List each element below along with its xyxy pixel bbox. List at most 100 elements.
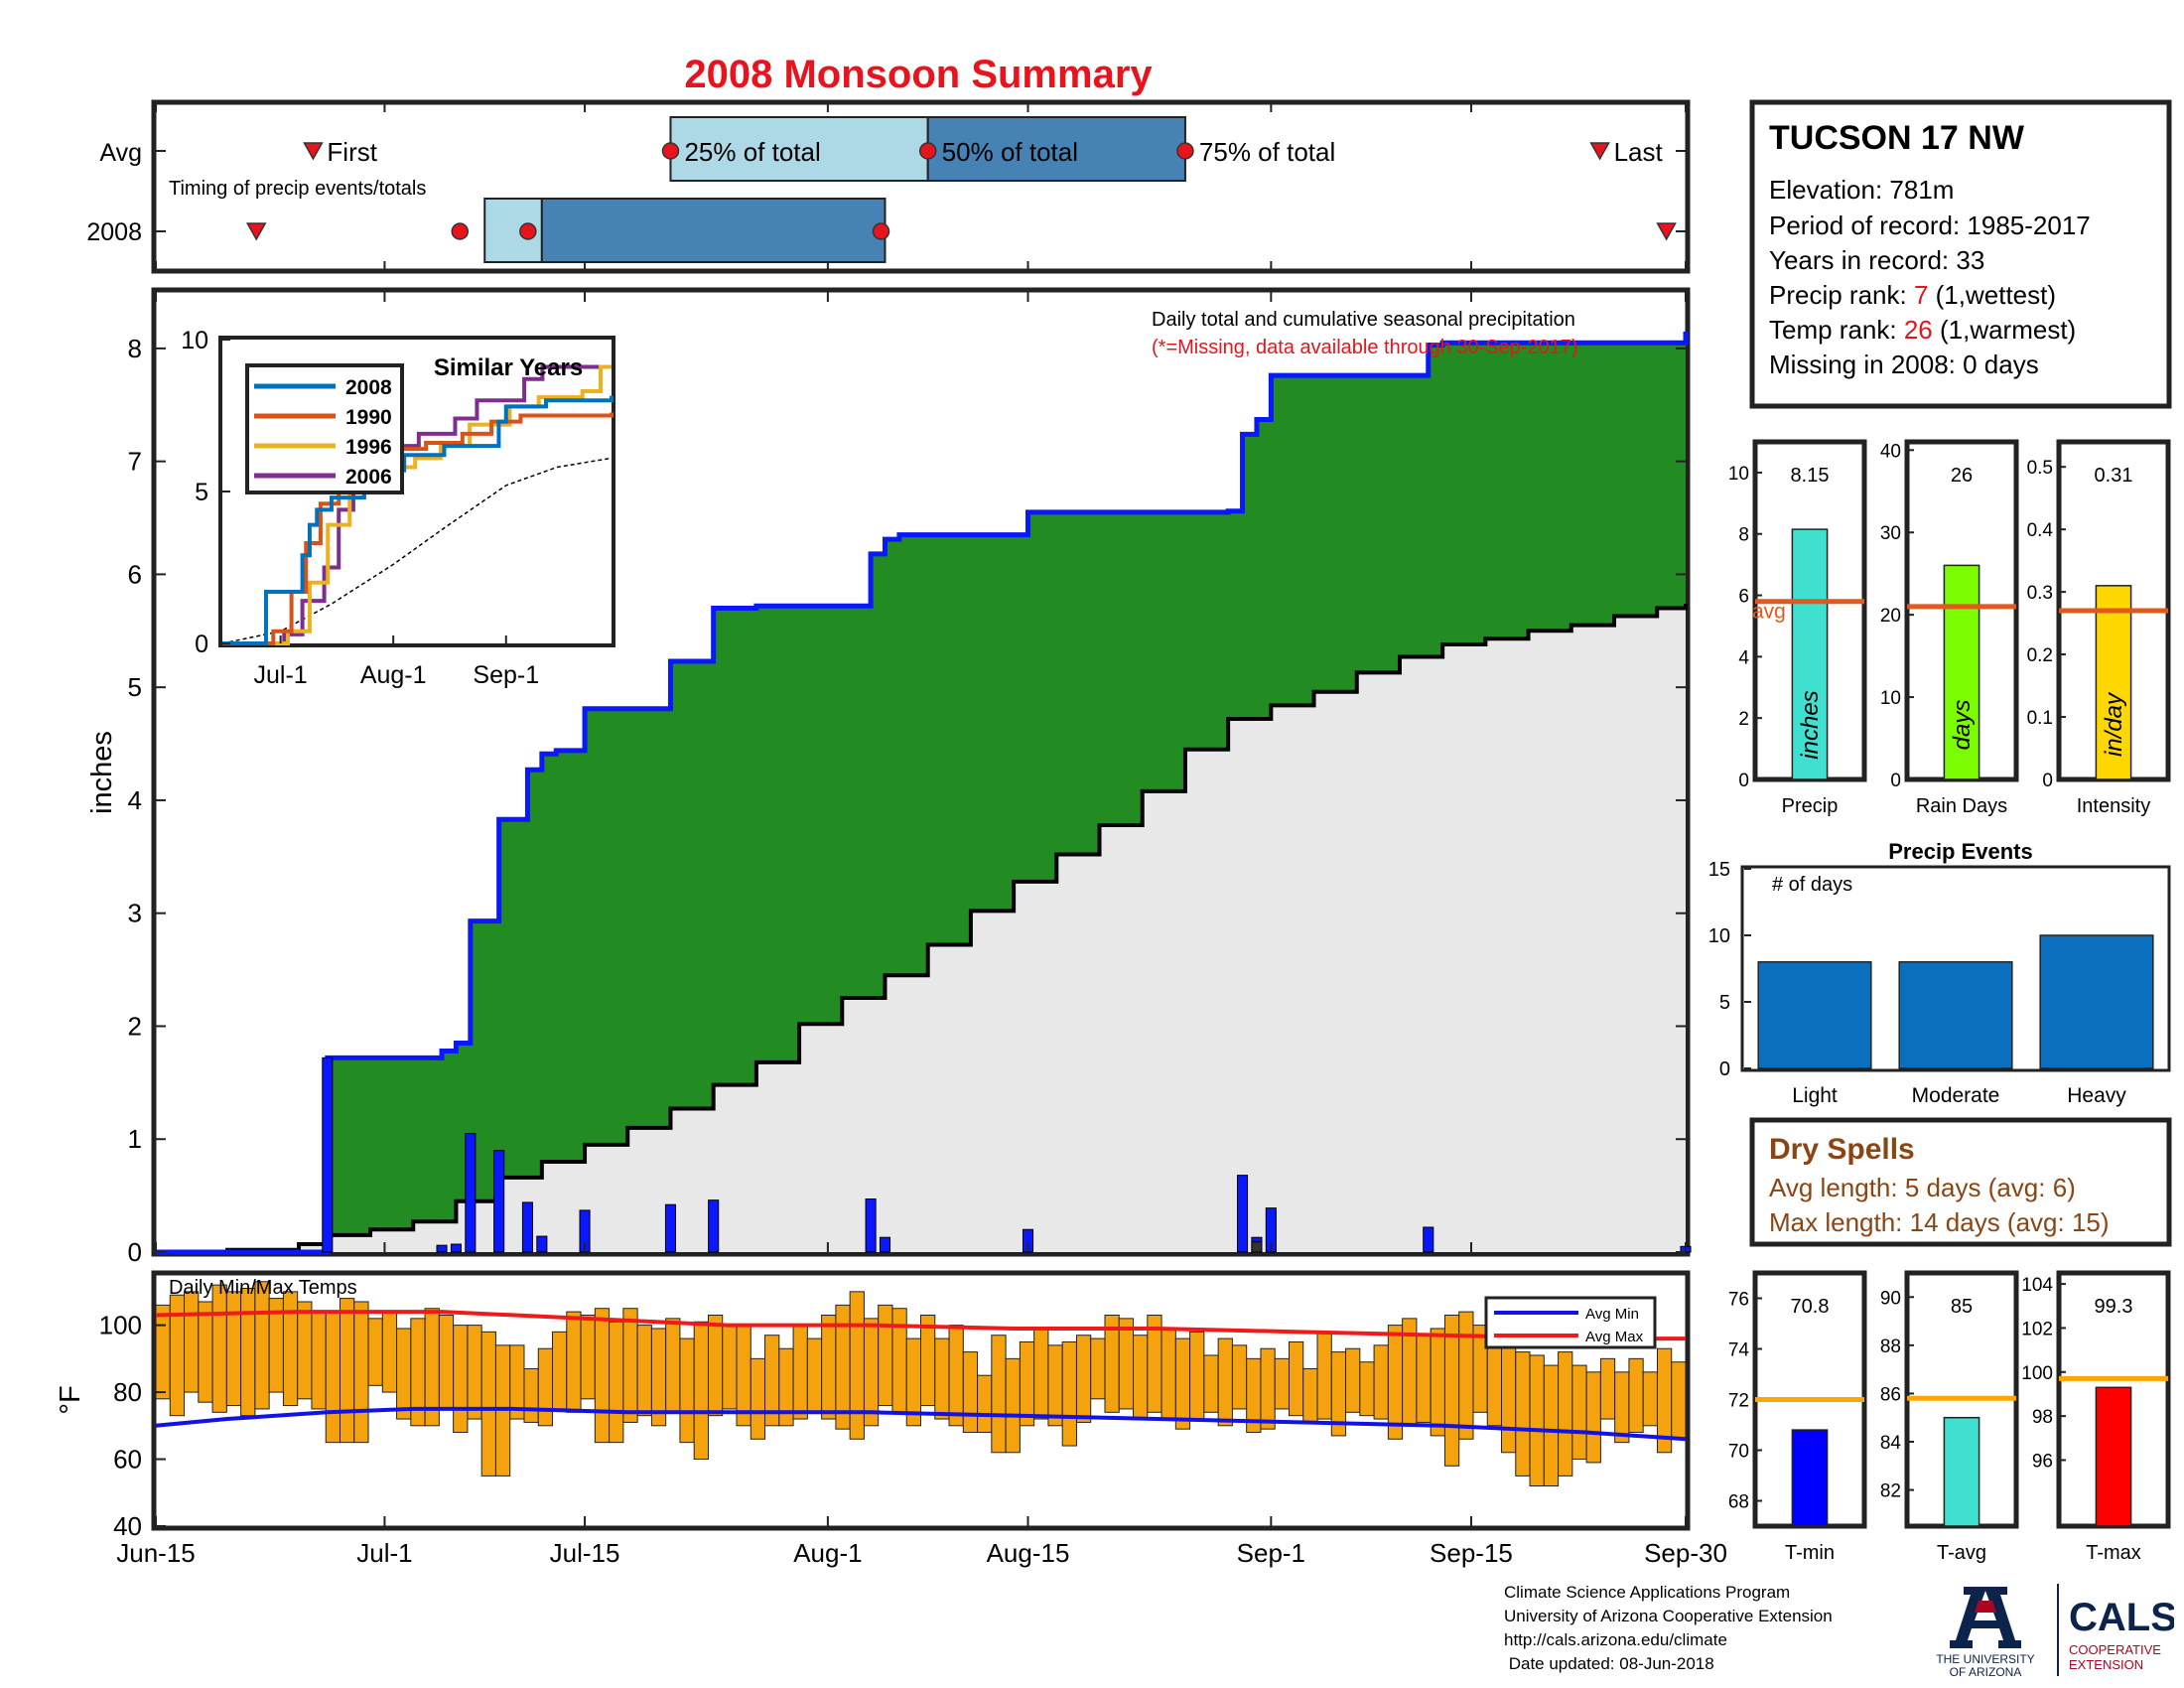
- tmax_stat-category-label: T-max: [2086, 1542, 2141, 1564]
- timing-year-box-50-75: [540, 198, 887, 263]
- station-period: Period of record: 1985-2017: [1769, 211, 2091, 240]
- date-x-tick-label: Aug-15: [987, 1538, 1070, 1568]
- timing-year-p25-marker: [451, 222, 469, 240]
- intensity_stat-y-tick-label: 0.2: [2027, 645, 2053, 666]
- daily-temp-bar: [537, 1347, 554, 1427]
- ua-logo-line-2: OF ARIZONA: [1950, 1665, 2022, 1678]
- university-of-arizona-logo: THE UNIVERSITY OF ARIZONA: [1936, 1587, 2035, 1678]
- daily-temp-bar: [1203, 1354, 1219, 1413]
- main-chart-subtitle: (*=Missing, data available through 30-Se…: [1152, 337, 1578, 358]
- daily-precip-bar: [879, 1236, 891, 1253]
- daily-temp-bar: [920, 1314, 936, 1407]
- daily-temp-bar: [580, 1314, 596, 1400]
- daily-temp-bar: [1599, 1357, 1616, 1420]
- timing-p50-label: 50% of total: [942, 137, 1078, 167]
- main-y-tick-label: 5: [128, 672, 142, 702]
- daily-temp-bar: [1075, 1335, 1092, 1423]
- main-y-ticks: 0 1 2 3 4 5 6 7 8: [128, 292, 1687, 1267]
- daily-temp-bar: [1061, 1340, 1077, 1447]
- daily-temp-bar: [282, 1291, 299, 1407]
- daily-temp-bar: [1047, 1344, 1063, 1427]
- tavg_stat-y-tick-label: 88: [1880, 1336, 1901, 1357]
- inset-x-tick-label: Sep-1: [473, 661, 539, 689]
- daily-temp-bar: [609, 1321, 624, 1444]
- cumulative-precip-chart: Daily total and cumulative seasonal prec…: [86, 287, 1692, 1267]
- timing-avg-last-marker: [1589, 142, 1610, 161]
- tavg_stat-value-label: 85: [1951, 1296, 1973, 1318]
- intensity_stat-y-tick-label: 0.3: [2027, 583, 2053, 604]
- daily-temp-bar: [1316, 1331, 1332, 1420]
- daily-temp-bar: [297, 1301, 313, 1400]
- daily-temp-bar: [155, 1304, 171, 1400]
- station-info-box: TUCSON 17 NW Elevation: 781m Period of r…: [1749, 99, 2172, 409]
- daily-temp-bar: [381, 1311, 398, 1393]
- events-y-tick-label: 0: [1719, 1058, 1730, 1080]
- events-title: Precip Events: [1888, 839, 2033, 864]
- date-x-tick-label: Sep-15: [1430, 1538, 1513, 1568]
- footer-line-3[interactable]: http://cals.arizona.edu/climate: [1504, 1630, 1727, 1649]
- inset-x-tick-label: Jul-1: [254, 661, 308, 689]
- daily-precip-bar: [536, 1235, 548, 1253]
- main-y-axis-label: inches: [86, 731, 118, 814]
- daily-temp-bar: [1671, 1361, 1687, 1440]
- daily-temp-bar: [367, 1318, 383, 1386]
- daily-temp-bar: [1571, 1364, 1587, 1461]
- tmax-stat-panel: 96 98 100 102 104 99.3 T-max: [2021, 1270, 2171, 1564]
- temp-legend-box: [1484, 1296, 1657, 1349]
- cumulative-avg-fill: [156, 603, 1686, 1252]
- temp-y-axis-label: °F: [55, 1385, 86, 1414]
- timing-avg-p50-marker: [918, 142, 937, 160]
- tavg_stat-y-tick-label: 86: [1880, 1384, 1901, 1405]
- station-years: Years in record: 33: [1769, 245, 1984, 275]
- inset-y-tick-label: 5: [195, 479, 208, 506]
- daily-precip-bar: [1237, 1175, 1249, 1253]
- daily-temp-bar: [863, 1318, 880, 1427]
- daily-temp-bar: [353, 1301, 369, 1444]
- daily-temp-bar: [665, 1318, 681, 1413]
- tmax_stat-y-tick-label: 100: [2021, 1363, 2053, 1384]
- intensity-stat-panel: 0 0.1 0.2 0.3 0.4 0.5 0.31 Intensity in/day: [2027, 439, 2171, 817]
- daily-temp-bar: [480, 1331, 496, 1477]
- daily-temp-bar: [467, 1325, 482, 1420]
- daily-temp-bar: [1090, 1337, 1106, 1400]
- daily-temp-bar: [1005, 1357, 1021, 1454]
- precip_stat-bar: [1791, 528, 1829, 780]
- inset-legend-label: 1996: [345, 436, 392, 459]
- daily-temp-bar: [1387, 1325, 1404, 1440]
- main-chart-title: Daily total and cumulative seasonal prec…: [1152, 309, 1575, 331]
- daily-temp-bar: [1373, 1344, 1389, 1420]
- similar-years-inset: 0 5 10 Jul-1 Aug-1 Sep-1 Similar Years 2008 19…: [181, 327, 615, 689]
- timing-year-p50-marker: [519, 222, 537, 240]
- main-y-tick-label: 1: [128, 1124, 142, 1154]
- raindays_stat-value-label: 26: [1951, 465, 1973, 487]
- daily-temp-bar: [962, 1351, 979, 1434]
- inset-series-1996: [222, 364, 612, 645]
- raindays_stat-y-tick-label: 30: [1880, 523, 1901, 544]
- precip_stat-y-tick-label: 8: [1738, 525, 1749, 546]
- tmin_stat-y-tick-label: 70: [1728, 1442, 1749, 1463]
- daily-temp-bar: [453, 1325, 469, 1434]
- daily-temp-bar: [225, 1291, 242, 1407]
- daily-temp-bar: [594, 1308, 611, 1444]
- inset-y-tick-label: 10: [181, 327, 208, 354]
- tmin_stat-y-tick-label: 74: [1728, 1340, 1750, 1361]
- daily-temp-bar: [198, 1301, 213, 1403]
- intensity_stat-y-tick-label: 0: [2042, 771, 2053, 791]
- temperature-chart: 40 60 80 100 Daily Min/Max Temps °F Avg Min…: [55, 1270, 1727, 1568]
- timing-year-label: 2008: [86, 218, 142, 246]
- cals-logo-line-1: COOPERATIVE: [2069, 1642, 2161, 1657]
- daily-temp-bar: [1443, 1314, 1460, 1467]
- daily-temp-bar: [1160, 1328, 1176, 1420]
- daily-temp-bar: [1118, 1318, 1135, 1410]
- missing-day-bar: [1251, 1241, 1263, 1253]
- inset-title: Similar Years: [434, 354, 583, 381]
- daily-temp-bar: [693, 1321, 709, 1461]
- daily-temp-bar: [707, 1314, 724, 1417]
- daily-temp-bar: [679, 1337, 695, 1444]
- daily-temp-bar: [1260, 1347, 1276, 1430]
- date-x-tick-label: Jul-15: [550, 1538, 620, 1568]
- date-axis-labels: Jun-15 Jul-1 Jul-15 Aug-1 Aug-15 Sep-1 Sep-15 S…: [116, 1516, 1727, 1568]
- precip_stat-y-tick-label: 10: [1728, 464, 1749, 485]
- precip_stat-y-tick-label: 6: [1738, 587, 1749, 608]
- daily-temp-bar: [1416, 1335, 1432, 1423]
